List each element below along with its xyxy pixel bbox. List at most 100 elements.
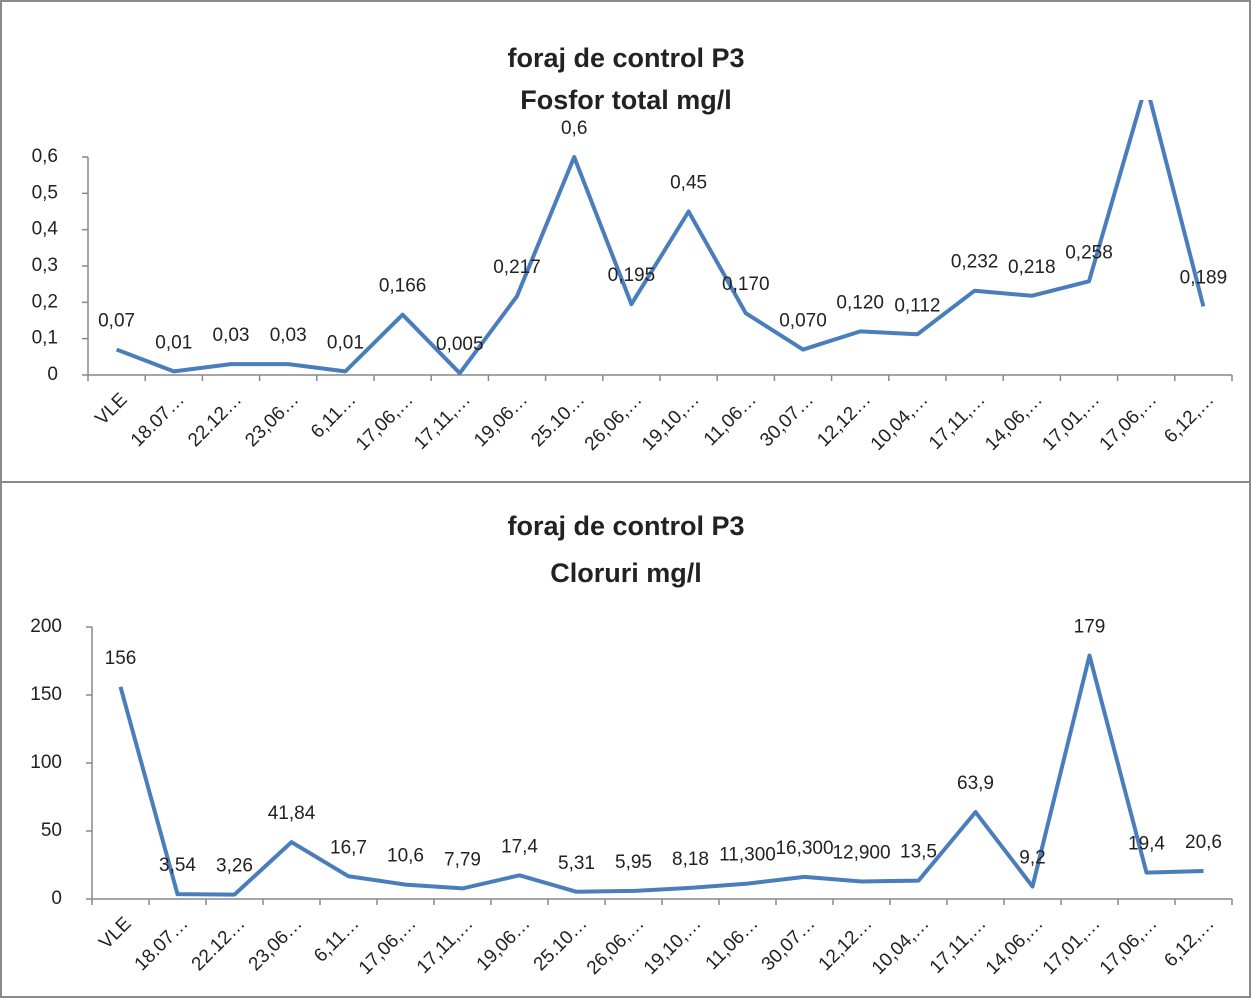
x-tick-label: 14,06,… [982,913,1048,979]
data-label: 12,900 [832,842,890,863]
x-tick-label: 6,11… [307,389,360,442]
x-tick-label: VLE [95,913,135,953]
y-tick-label: 0 [51,888,62,909]
data-label: 0,03 [270,325,307,346]
y-tick-label: 200 [30,616,62,637]
data-label: 13,5 [900,842,937,863]
x-tick-label: 17,11,… [413,913,478,978]
x-tick-label: 25.10… [527,389,589,451]
data-label: 0,170 [722,274,770,295]
data-label: 0,005 [436,334,484,355]
data-label: 16,7 [330,837,367,858]
data-label: 0,166 [379,276,427,297]
x-tick-label: 14,06,… [981,389,1047,455]
data-label: 20,6 [1185,832,1222,853]
x-tick-label: 19,10,… [638,389,704,455]
data-label: 3,54 [159,855,196,876]
x-tick-label: 11,06… [700,389,761,450]
y-tick-label: 0,4 [32,219,59,240]
data-label: 0,03 [213,325,250,346]
x-tick-label: 17,01,… [1038,389,1104,455]
data-label: 0,217 [493,257,541,278]
x-tick-label: 30,07… [756,389,818,451]
data-label: 41,84 [268,803,316,824]
data-label: 17,4 [501,836,538,857]
x-tick-label: 17,06,… [352,389,418,455]
data-label: 3,26 [216,856,253,877]
data-label: 0,01 [327,332,364,353]
x-tick-label: 6,12,… [1160,913,1218,971]
data-label: 9,2 [1019,848,1045,869]
x-tick-label: 18.07… [127,389,189,451]
chart-subtitle: Fosfor total mg/l [520,85,732,115]
x-tick-label: 22.12… [188,913,250,975]
data-label: 156 [105,648,137,669]
x-tick-label: 17,06,… [1096,389,1162,455]
x-tick-label: 17,06,… [1096,913,1162,979]
data-label: 0,195 [608,265,656,286]
data-label: 5,31 [558,853,595,874]
x-tick-label: 12,12… [815,913,877,975]
x-tick-label: 17,11,… [926,913,991,978]
data-label: 0,112 [894,295,940,316]
x-tick-label: 17,01,… [1039,913,1105,979]
data-label: 10,6 [387,846,424,867]
x-tick-label: 19,06… [473,913,535,975]
data-label: 0,218 [1008,257,1056,278]
line-series [118,653,1204,897]
x-tick-label: 23,06… [241,389,303,451]
data-label: 0,258 [1065,242,1113,263]
x-tick-label: 12,12… [813,389,875,451]
x-tick-label: 17,11,… [410,389,475,454]
x-tick-label: 26,06,… [581,389,647,455]
y-tick-label: 0,3 [32,255,58,276]
data-label: 0,07 [98,311,135,332]
y-tick-label: 150 [30,684,62,705]
x-tick-label: 10,04,… [868,913,934,979]
line-series [115,100,1206,376]
x-tick-label: 17,06,… [355,913,421,979]
x-tick-label: 6,12,… [1160,389,1218,447]
data-label: 0,01 [155,332,192,353]
chart-title: foraj de control P3 [507,511,744,541]
data-label: 0,189 [1180,267,1228,288]
data-label: 11,300 [719,845,776,866]
x-tick-label: 18.07… [131,913,193,975]
x-tick-label: 11,06… [702,913,763,974]
data-label: 8,18 [672,849,709,870]
data-label: 0,070 [779,311,827,332]
x-tick-label: VLE [91,389,131,429]
data-label: 19,4 [1128,834,1165,855]
y-tick-label: 0,1 [32,328,58,349]
y-tick-label: 100 [30,752,62,773]
y-tick-label: 50 [41,820,62,841]
x-tick-label: 25.10… [530,913,592,975]
x-tick-label: 10,04,… [867,389,933,455]
y-tick-label: 0,5 [32,182,58,203]
y-tick-label: 0,6 [32,146,58,167]
data-label: 0,6 [561,118,587,139]
x-tick-label: 19,06… [470,389,532,451]
x-tick-label: 23,06… [245,913,307,975]
chart-subtitle: Cloruri mg/l [550,558,702,588]
data-label: 7,79 [444,849,481,870]
data-label: 0,45 [670,173,707,194]
chart-title: foraj de control P3 [507,43,744,73]
y-tick-label: 0,2 [32,291,58,312]
x-tick-label: 30,07… [758,913,820,975]
chart-border [0,481,1251,998]
x-tick-label: 26,06,… [583,913,649,979]
x-tick-label: 17,11,… [925,389,990,454]
x-tick-label: 19,10,… [640,913,706,979]
data-label: 63,9 [957,773,994,794]
data-label: 179 [1074,617,1106,638]
y-tick-label: 0 [47,364,58,385]
data-label: 16,300 [775,838,833,859]
data-label: 0,232 [951,252,999,273]
data-label: 5,95 [615,852,652,873]
data-label: 0,120 [836,292,884,313]
x-tick-label: 6,11… [310,913,363,966]
x-tick-label: 22.12… [184,389,246,451]
